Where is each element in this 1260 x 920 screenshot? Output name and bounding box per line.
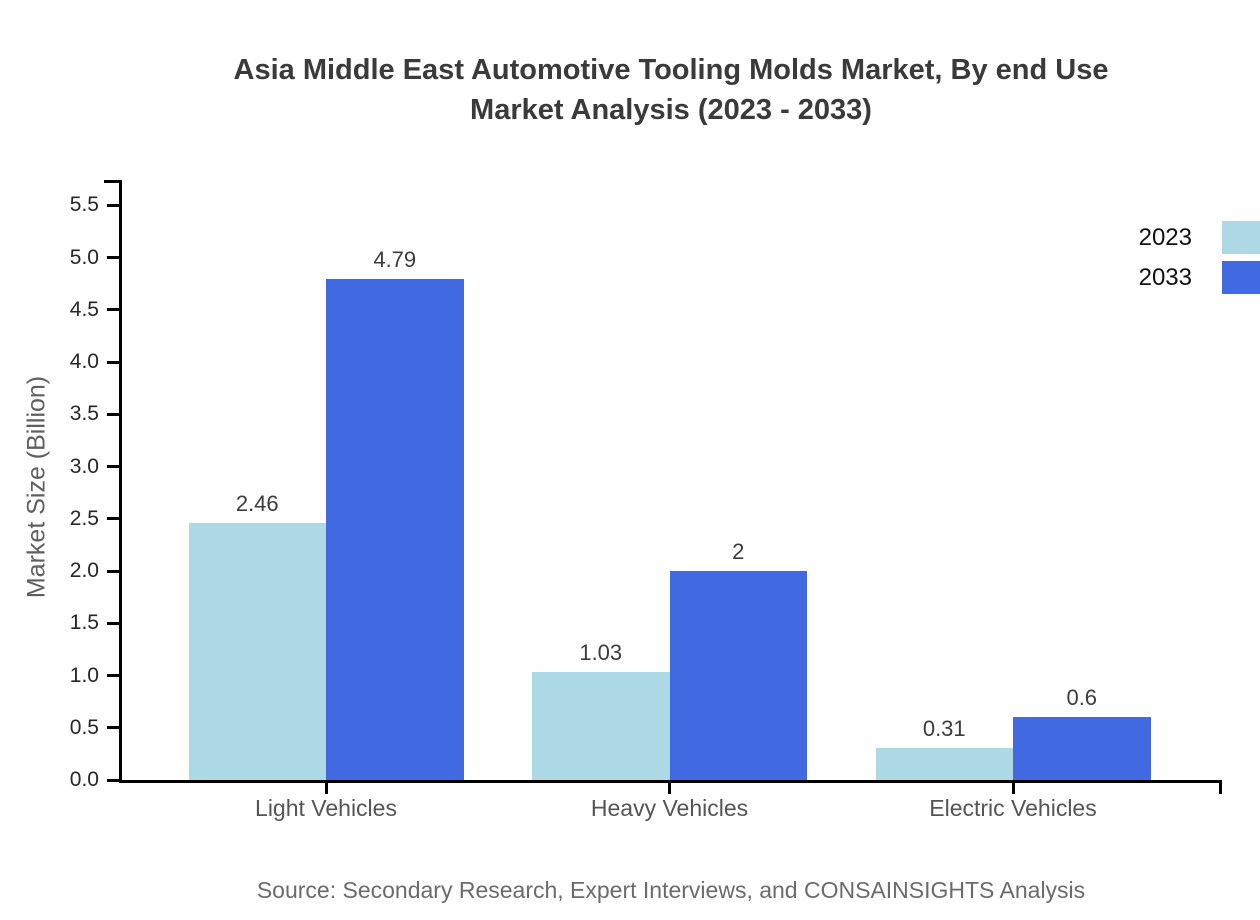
bar-value-label: 4.79 [373, 247, 417, 273]
y-tick-label: 3.0 [69, 454, 99, 478]
chart-title: Asia Middle East Automotive Tooling Mold… [81, 50, 1260, 130]
y-tick-mark [107, 621, 119, 625]
legend-label-2033: 2033 [1138, 264, 1192, 291]
bar-2033-light-vehicles [326, 279, 464, 780]
y-tick-label: 0.0 [69, 768, 99, 791]
bar-value-label: 0.6 [1066, 685, 1098, 711]
legend-swatch-2033-icon [1222, 261, 1260, 294]
y-tick-mark [107, 778, 119, 782]
bar-2023-electric-vehicles [875, 747, 1013, 780]
bar-2023-light-vehicles [188, 522, 326, 780]
y-tick-mark [107, 726, 119, 730]
bar-2023-heavy-vehicles [532, 672, 670, 780]
y-tick-mark [107, 674, 119, 677]
y-tick-label: 2.0 [69, 559, 99, 582]
source-note: Source: Secondary Research, Expert Inter… [256, 877, 1086, 903]
y-axis-top-cap-tick [104, 180, 119, 183]
x-tick-mark [1011, 780, 1015, 794]
y-tick-label: 3.5 [69, 402, 99, 426]
bar-2033-electric-vehicles [1013, 717, 1151, 780]
bar-value-label: 2 [732, 539, 745, 564]
y-tick-mark [107, 569, 119, 573]
bar-value-label: 0.31 [922, 715, 966, 741]
y-tick-mark [107, 465, 119, 468]
x-axis-end-cap-tick [1219, 780, 1222, 794]
bar-value-label: 2.46 [235, 490, 279, 516]
legend-swatch-2023-icon [1222, 221, 1260, 254]
chart-title-line-2: Market Analysis (2023 - 2033) [470, 94, 872, 126]
y-tick-label: 1.5 [69, 611, 99, 635]
legend: 2023 2033 [1139, 221, 1260, 294]
x-tick-mark [668, 780, 671, 794]
y-tick-mark [107, 203, 119, 207]
y-tick-label: 5.0 [69, 245, 99, 269]
x-axis-category-label: Light Vehicles [255, 795, 397, 821]
x-tick-mark [324, 780, 328, 794]
y-tick-label: 1.0 [69, 663, 99, 687]
bar-2033-heavy-vehicles [669, 571, 807, 780]
y-tick-mark [107, 256, 119, 259]
x-axis-category-label: Electric Vehicles [929, 795, 1097, 821]
x-axis-category-label: Heavy Vehicles [590, 795, 749, 821]
legend-label-2023: 2023 [1138, 224, 1192, 251]
bar-value-label: 1.03 [579, 640, 623, 666]
legend-item-2033: 2033 [1139, 261, 1260, 294]
y-axis-line [119, 180, 122, 783]
y-tick-label: 0.5 [69, 715, 99, 739]
y-tick-label: 2.5 [69, 506, 99, 530]
legend-item-2023: 2023 [1139, 221, 1260, 254]
y-tick-mark [107, 412, 119, 416]
y-tick-label: 4.5 [69, 297, 99, 321]
chart-title-line-1: Asia Middle East Automotive Tooling Mold… [233, 54, 1109, 86]
y-tick-label: 5.5 [69, 193, 99, 217]
y-tick-mark [107, 517, 119, 521]
y-tick-label: 4.0 [69, 350, 99, 373]
y-tick-mark [107, 308, 119, 312]
y-tick-mark [107, 360, 119, 364]
